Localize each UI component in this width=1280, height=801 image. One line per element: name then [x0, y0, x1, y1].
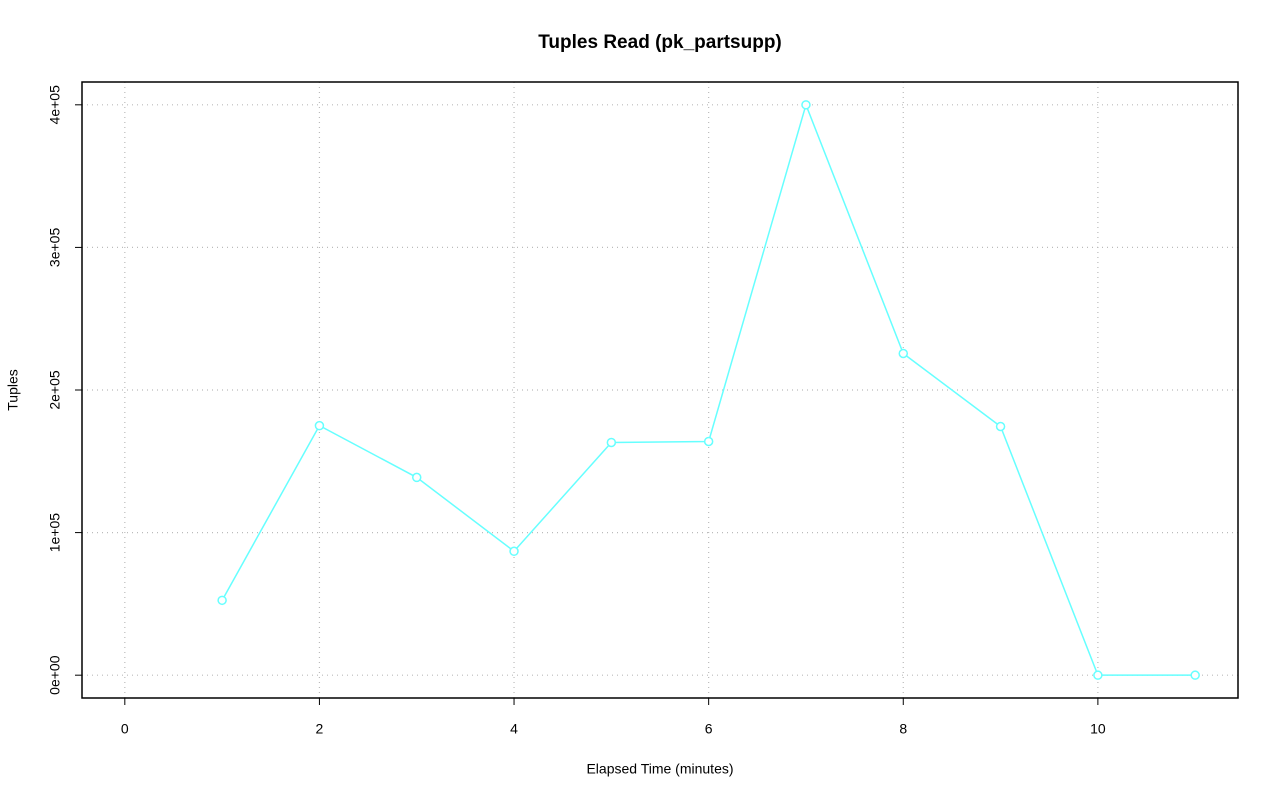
x-tick-label: 10 — [1090, 721, 1106, 737]
data-point — [1093, 670, 1103, 680]
data-point — [1190, 670, 1200, 680]
plot-frame — [81, 81, 1239, 699]
y-tick-label: 3e+05 — [47, 228, 63, 268]
chart-title: Tuples Read (pk_partsupp) — [538, 32, 782, 53]
data-point — [995, 421, 1006, 432]
data-point — [509, 546, 519, 557]
x-tick-label: 2 — [316, 721, 324, 737]
x-tick-label: 4 — [510, 721, 518, 737]
x-tick-label: 6 — [705, 721, 713, 737]
y-axis-title: Tuples — [5, 369, 21, 411]
x-tick-label: 8 — [899, 721, 907, 737]
data-point — [217, 595, 227, 606]
y-tick-label: 4e+05 — [47, 85, 63, 125]
data-point — [606, 437, 617, 448]
y-tick-label: 1e+05 — [47, 513, 63, 553]
x-tick-label: 0 — [121, 721, 129, 737]
data-point — [411, 472, 422, 483]
y-tick-label: 0e+00 — [47, 655, 63, 695]
y-tick-label: 2e+05 — [47, 370, 63, 410]
data-point — [801, 100, 811, 110]
data-point — [314, 420, 325, 431]
data-point — [703, 436, 714, 447]
data-line — [221, 102, 1196, 676]
data-point — [898, 348, 909, 359]
x-axis-title: Elapsed Time (minutes) — [586, 761, 733, 777]
